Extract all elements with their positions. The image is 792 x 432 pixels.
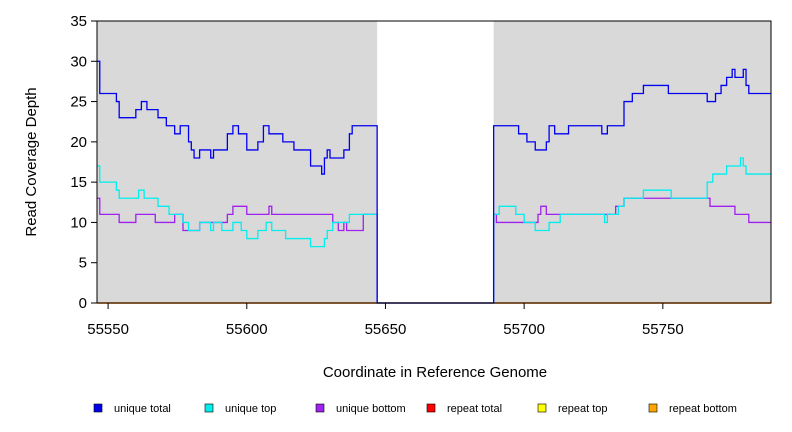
y-tick-label: 5 <box>79 255 87 272</box>
legend-swatch-repeat-top <box>537 403 547 413</box>
legend-label-unique-total: unique total <box>114 403 171 415</box>
series-line-unique-total <box>97 60 771 304</box>
legend-swatch-unique-top <box>204 403 214 413</box>
y-tick-label: 0 <box>79 295 87 312</box>
legend-label-repeat-total: repeat total <box>447 403 502 415</box>
x-axis-title: Coordinate in Reference Genome <box>323 364 547 381</box>
plot-frame <box>96 20 772 304</box>
legend-swatch-unique-total <box>93 403 103 413</box>
x-tick-label: 55550 <box>87 321 129 338</box>
legend-label-unique-top: unique top <box>225 403 276 415</box>
y-tick-label: 35 <box>70 13 87 30</box>
x-tick-label: 55750 <box>642 321 684 338</box>
legend-label-repeat-bottom: repeat bottom <box>669 403 737 415</box>
legend-label-repeat-top: repeat top <box>558 403 608 415</box>
legend-swatch-unique-bottom <box>315 403 325 413</box>
x-tick-label: 55700 <box>503 321 545 338</box>
background-region-0 <box>97 21 378 303</box>
legend: unique total unique top unique bottom repea… <box>93 403 737 415</box>
legend-swatch-repeat-total <box>426 403 436 413</box>
x-tick-label: 55600 <box>226 321 268 338</box>
x-tick-label: 55650 <box>365 321 407 338</box>
legend-swatch-repeat-bottom <box>648 403 658 413</box>
y-tick-label: 15 <box>70 174 87 191</box>
y-axis-title: Read Coverage Depth <box>23 87 40 236</box>
legend-label-unique-bottom: unique bottom <box>336 403 406 415</box>
series-line-unique-top <box>97 157 771 304</box>
y-tick-label: 25 <box>70 94 87 111</box>
y-tick-label: 30 <box>70 53 87 70</box>
series-line-unique-bottom <box>97 197 771 304</box>
y-tick-label: 20 <box>70 134 87 151</box>
background-regions <box>97 21 771 303</box>
background-region-1 <box>493 21 771 303</box>
x-axis: 55550 55600 55650 55700 55750 <box>87 303 684 338</box>
y-axis: 0 5 10 15 20 25 30 35 <box>70 13 97 312</box>
y-tick-label: 10 <box>70 214 87 231</box>
